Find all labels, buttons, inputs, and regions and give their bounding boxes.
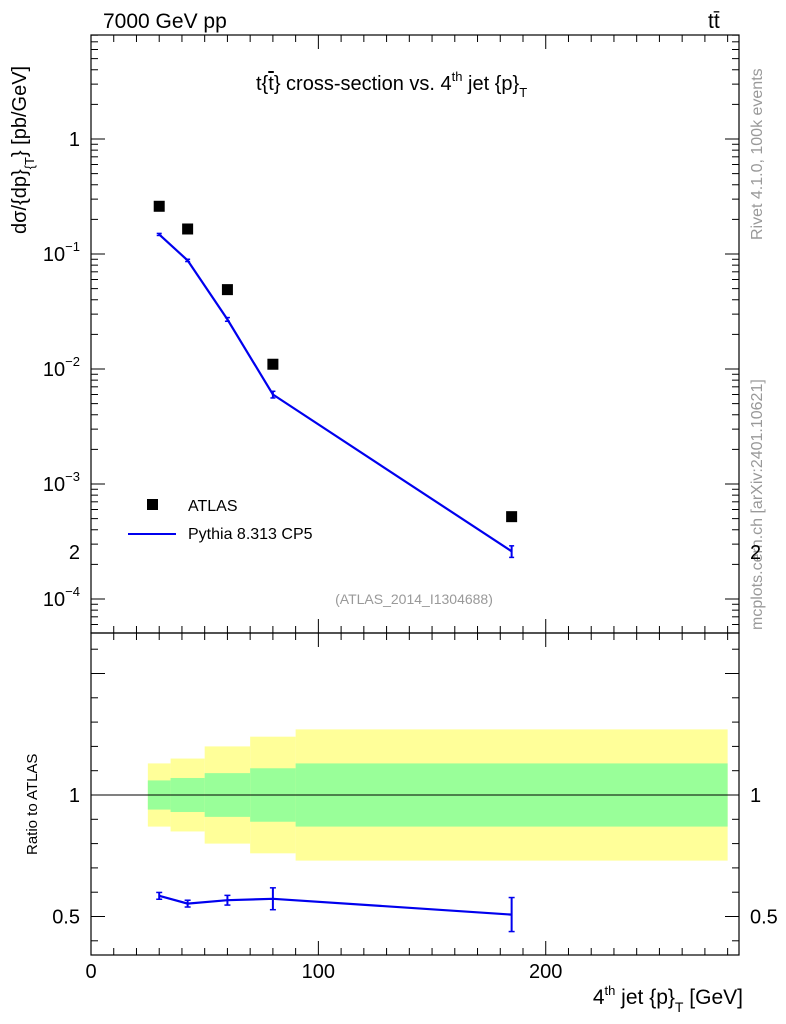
ratio-y-axis-label: Ratio to ATLAS <box>24 754 41 855</box>
rivet-label: Rivet 4.1.0, 100k events <box>749 68 766 240</box>
ratio-x-tick-labels: 0 100 200 <box>85 961 562 983</box>
ratio-y-tick-label-right: 2 <box>750 542 761 564</box>
atlas-data-point <box>182 223 194 235</box>
analysis-watermark: (ATLAS_2014_I1304688) <box>335 591 493 607</box>
x-tick-label: 200 <box>529 961 562 983</box>
main-ticks <box>90 34 739 633</box>
y-tick-label: 1 <box>69 129 80 151</box>
x-tick-label: 100 <box>302 961 335 983</box>
y-tick-label: 10−2 <box>43 354 80 381</box>
main-frame <box>90 34 740 634</box>
main-y-tick-labels: 1 10−1 10−2 10−3 10−4 <box>43 129 80 611</box>
main-series <box>153 200 518 559</box>
ratio-y-tick-label-right: 0.5 <box>750 907 778 929</box>
ratio-ticks <box>90 633 739 955</box>
ratio-y-tick-labels: 2 2 1 1 0.5 0.5 <box>52 542 778 929</box>
ratio-y-tick-label: 2 <box>69 542 80 564</box>
main-plot-panel: 1 10−1 10−2 10−3 10−4 t{t} cross-section vs.… <box>9 34 740 634</box>
energy-label: 7000 GeV pp <box>103 10 227 33</box>
ratio-y-tick-label: 1 <box>69 785 80 807</box>
legend: ATLAS Pythia 8.313 CP5 <box>128 498 313 543</box>
legend-atlas-label: ATLAS <box>188 498 238 515</box>
y-tick-label: 10−4 <box>43 584 80 611</box>
x-tick-label: 0 <box>85 961 96 983</box>
main-y-axis-label: dσ/{dp}{T} [pb/GeV] <box>9 66 37 234</box>
ratio-line <box>158 894 512 916</box>
ratio-y-tick-label-right: 1 <box>750 785 761 807</box>
ratio-series <box>156 887 515 933</box>
atlas-data-point <box>267 358 279 370</box>
ratio-plot-panel: 2 2 1 1 0.5 0.5 0 100 200 Ratio to ATLAS 4th je… <box>24 542 778 1015</box>
legend-atlas-marker <box>147 499 158 510</box>
atlas-data-point <box>221 284 233 296</box>
ratio-bands <box>91 729 739 861</box>
ratio-y-tick-label: 0.5 <box>52 907 80 929</box>
x-axis-label: 4th jet {p}T [GeV] <box>593 983 743 1015</box>
y-tick-label: 10−3 <box>43 469 80 496</box>
chart-title: t{t} cross-section vs. 4th jet {p}T <box>256 69 527 100</box>
mcplots-label: mcplots.cern.ch [arXiv:2401.10621] <box>749 379 766 630</box>
atlas-data-point <box>153 200 165 212</box>
atlas-data-point <box>506 511 518 523</box>
process-label: tt̄ <box>708 10 720 33</box>
legend-pythia-label: Pythia 8.313 CP5 <box>188 526 313 543</box>
ratio-frame <box>90 632 740 956</box>
y-tick-label: 10−1 <box>43 239 80 266</box>
